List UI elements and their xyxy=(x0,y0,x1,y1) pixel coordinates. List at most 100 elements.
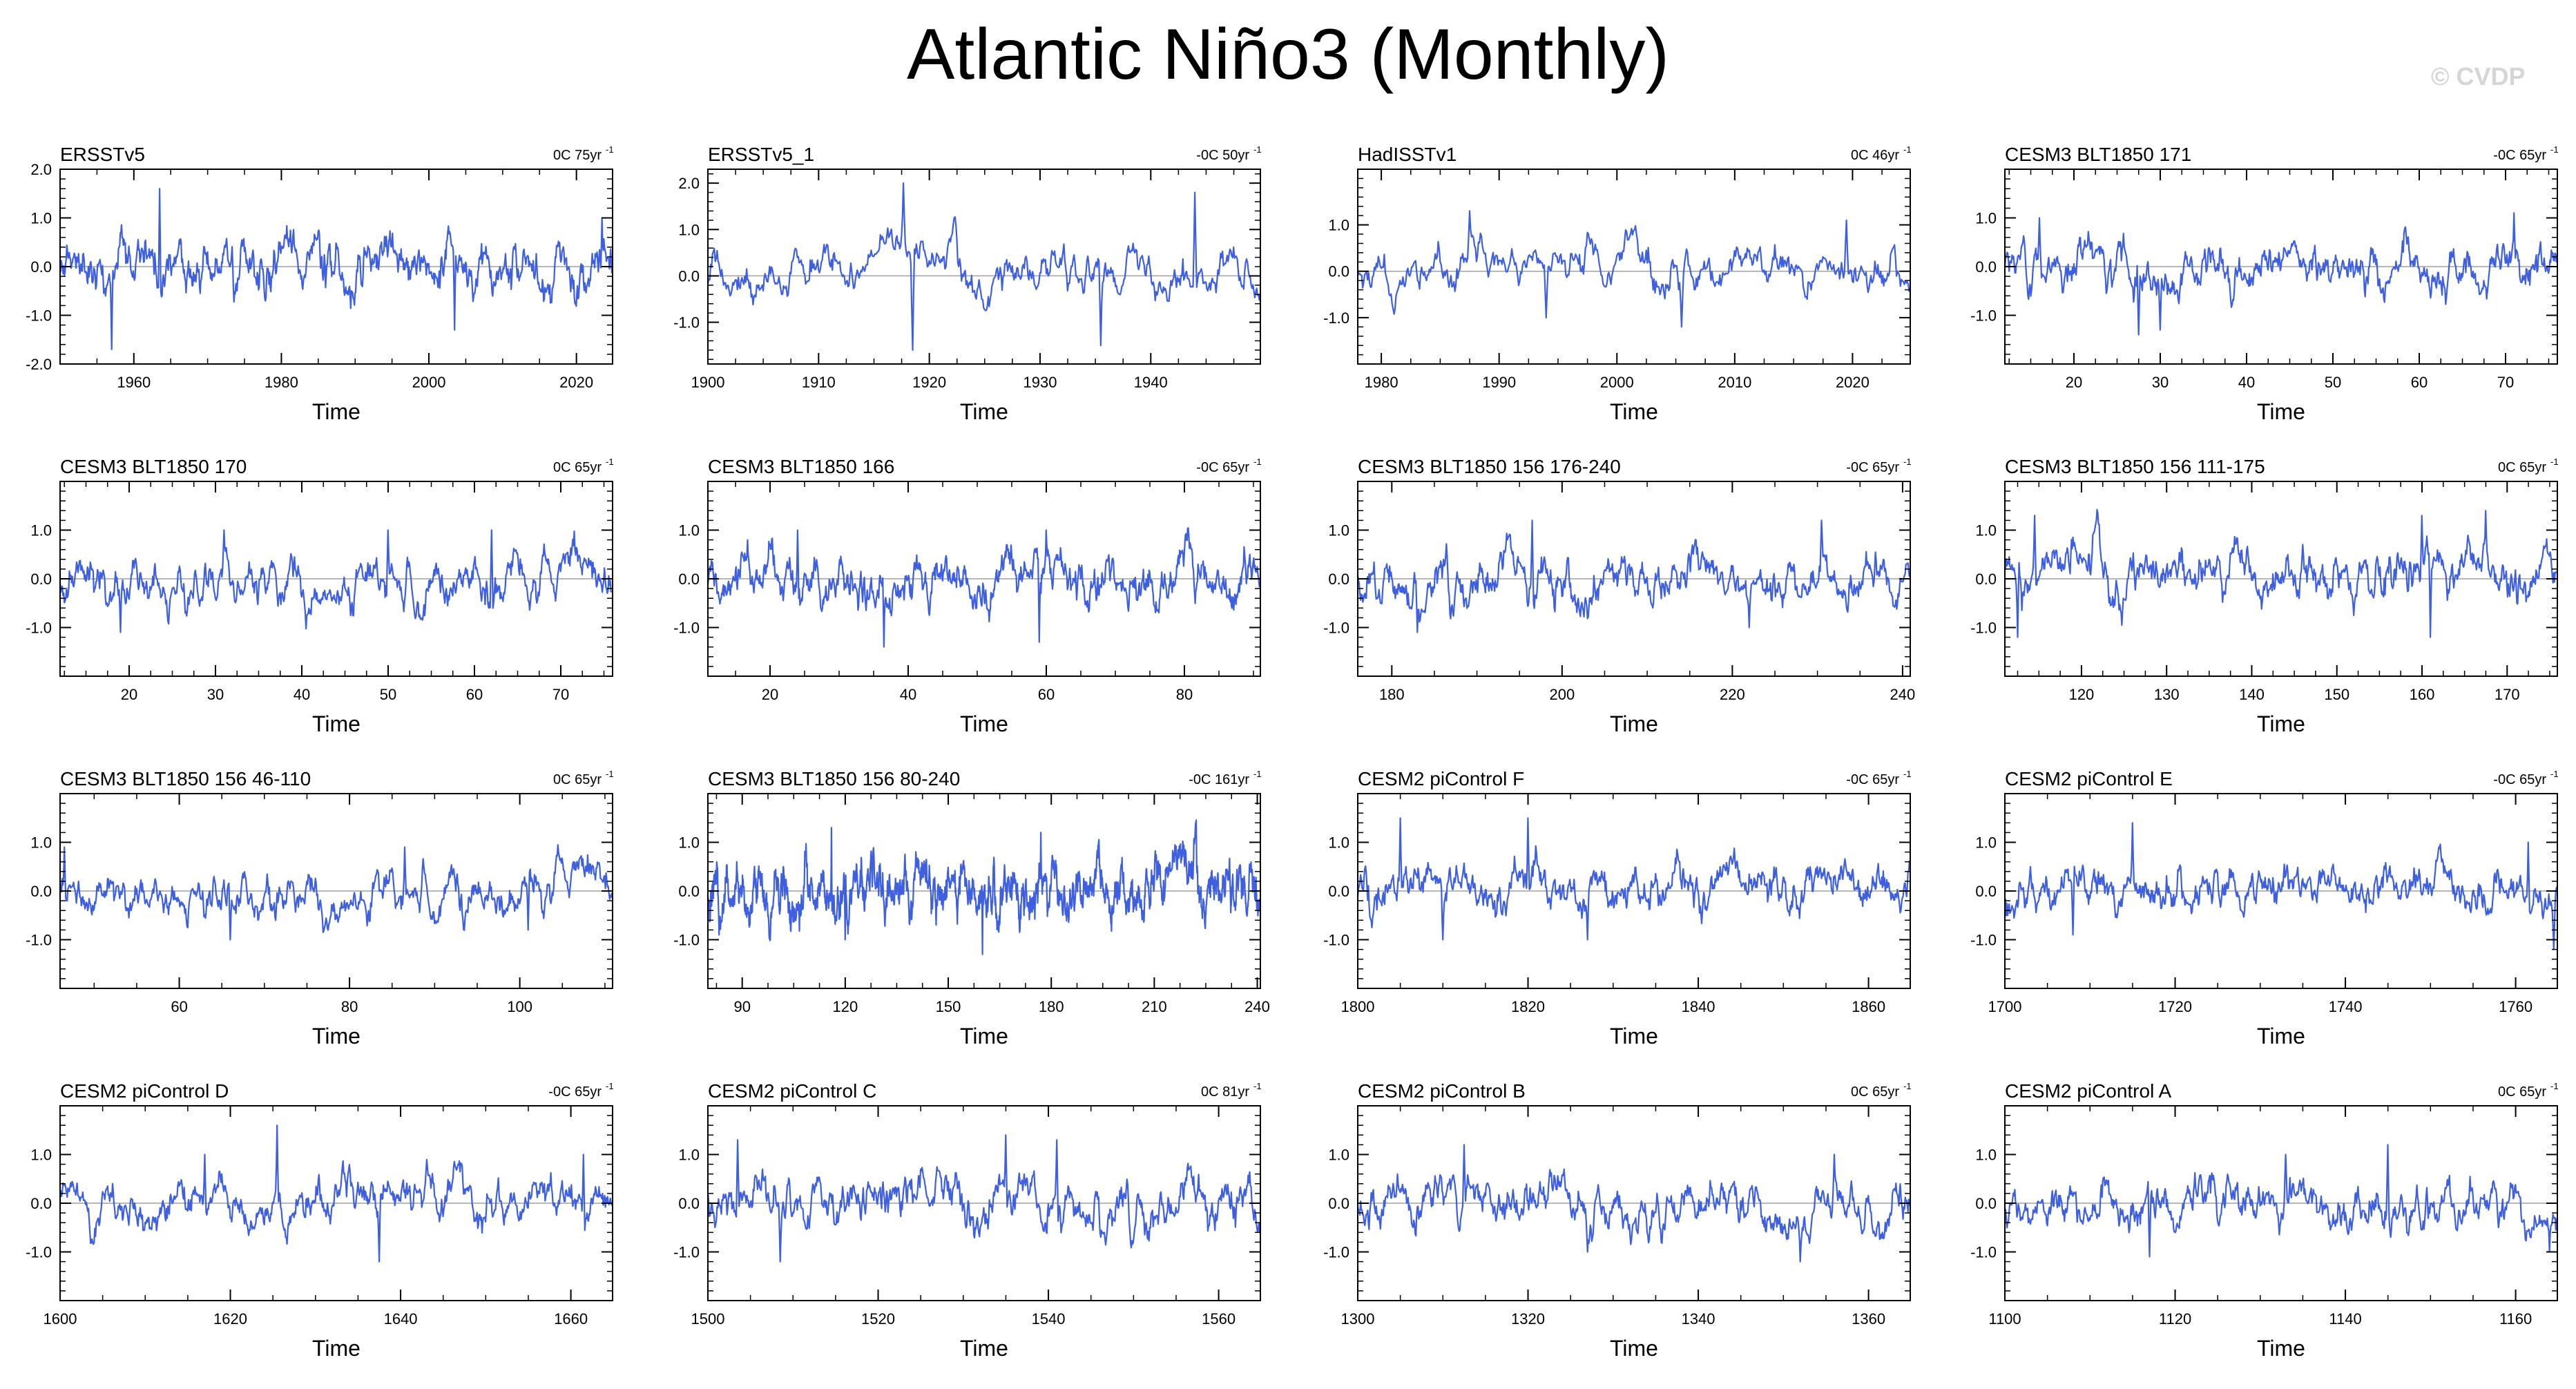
trend-exponent: -1 xyxy=(606,144,614,155)
x-tick-label: 240 xyxy=(1890,686,1916,703)
x-tick-label: 1960 xyxy=(117,374,151,391)
trend-label: 0C 65yr xyxy=(1851,1084,1899,1100)
chart-panel: CESM2 piControl B 0C 65yr -1 -1.0 0.0 1.0 1300… xyxy=(1323,1080,1911,1361)
y-tick-label: -1.0 xyxy=(26,932,52,949)
x-tick-label: 1660 xyxy=(554,1310,588,1328)
x-axis-label: Time xyxy=(312,711,361,736)
x-tick-label: 120 xyxy=(833,998,858,1015)
series-line xyxy=(59,188,613,350)
x-tick-label: 1940 xyxy=(1134,374,1168,391)
x-tick-label: 60 xyxy=(1038,686,1055,703)
x-tick-label: 20 xyxy=(762,686,778,703)
trend-exponent: -1 xyxy=(606,457,614,467)
panel-title: CESM3 BLT1850 166 xyxy=(708,456,894,477)
y-tick-label: 1.0 xyxy=(678,834,700,852)
x-tick-label: 170 xyxy=(2495,686,2520,703)
x-tick-label: 1980 xyxy=(1365,374,1398,391)
panel-title: CESM3 BLT1850 170 xyxy=(60,456,247,477)
trend-exponent: -1 xyxy=(606,769,614,779)
panel-title: CESM2 piControl E xyxy=(2005,768,2173,789)
panel-title: ERSSTv5 xyxy=(60,144,145,165)
x-axis-label: Time xyxy=(1610,711,1658,736)
x-tick-label: 80 xyxy=(341,998,358,1015)
x-tick-label: 1360 xyxy=(1852,1310,1885,1328)
y-tick-label: -1.0 xyxy=(1970,620,1997,637)
x-tick-label: 1340 xyxy=(1682,1310,1715,1328)
x-tick-label: 100 xyxy=(507,998,532,1015)
y-tick-label: -2.0 xyxy=(26,356,52,373)
y-tick-label: 0.0 xyxy=(678,267,700,285)
x-tick-label: 1900 xyxy=(691,374,725,391)
x-tick-label: 60 xyxy=(2411,374,2428,391)
series-line xyxy=(707,182,1261,351)
x-tick-label: 1100 xyxy=(1988,1310,2021,1328)
panel-title: CESM3 BLT1850 156 176-240 xyxy=(1358,456,1621,477)
series-line xyxy=(2004,822,2557,950)
page-title: Atlantic Niño3 (Monthly) xyxy=(907,15,1669,95)
x-axis-label: Time xyxy=(1610,1024,1658,1048)
panel-title: HadISSTv1 xyxy=(1358,144,1457,165)
x-tick-label: 1600 xyxy=(44,1310,77,1328)
y-tick-label: 0.0 xyxy=(1975,258,1997,276)
x-tick-label: 1560 xyxy=(1202,1310,1236,1328)
x-tick-label: 2000 xyxy=(1600,374,1634,391)
x-tick-label: 70 xyxy=(552,686,569,703)
y-tick-label: 1.0 xyxy=(30,210,52,227)
y-tick-label: -1.0 xyxy=(1970,1244,1997,1261)
y-tick-label: -1.0 xyxy=(1323,309,1349,327)
x-tick-label: 200 xyxy=(1549,686,1575,703)
x-tick-label: 160 xyxy=(2410,686,2435,703)
x-tick-label: 120 xyxy=(2069,686,2095,703)
x-tick-label: 40 xyxy=(900,686,916,703)
y-tick-label: 1.0 xyxy=(1328,217,1349,234)
x-tick-label: 1760 xyxy=(2499,998,2532,1015)
y-tick-label: 0.0 xyxy=(678,571,700,588)
trend-exponent: -1 xyxy=(2550,1081,2559,1091)
chart-panel: CESM3 BLT1850 156 46-110 0C 65yr -1 -1.0 0.0… xyxy=(26,768,613,1048)
panel-title: CESM3 BLT1850 156 80-240 xyxy=(708,768,960,789)
y-tick-label: 0.0 xyxy=(30,258,52,276)
trend-label: -0C 50yr xyxy=(1196,148,1249,163)
y-tick-label: 0.0 xyxy=(1328,883,1349,900)
trend-exponent: -1 xyxy=(1903,769,1912,779)
y-tick-label: 0.0 xyxy=(30,571,52,588)
panel-title: ERSSTv5_1 xyxy=(708,144,814,165)
chart-panel: CESM2 piControl E -0C 65yr -1 -1.0 0.0 1.0 170… xyxy=(1970,768,2558,1048)
x-tick-label: 1820 xyxy=(1511,998,1545,1015)
y-tick-label: 1.0 xyxy=(1975,522,1997,539)
watermark: © CVDP xyxy=(2431,62,2526,90)
chart-panel: ERSSTv5_1 -0C 50yr -1 -1.0 0.0 1.0 2.0 1900 1910… xyxy=(673,144,1261,424)
y-tick-label: 1.0 xyxy=(1975,1147,1997,1164)
x-tick-label: 40 xyxy=(294,686,310,703)
y-tick-label: -1.0 xyxy=(1970,932,1997,949)
x-tick-label: 1540 xyxy=(1032,1310,1066,1328)
chart-panel: ERSSTv5 0C 75yr -1 -2.0 -1.0 0.0 1.0 2.0 1960 198… xyxy=(26,144,613,424)
x-tick-label: 1120 xyxy=(2159,1310,2191,1328)
series-line xyxy=(1356,519,1910,633)
chart-panel: CESM3 BLT1850 156 111-175 0C 65yr -1 -1.0 0.… xyxy=(1970,456,2558,736)
chart-panel: CESM2 piControl D -0C 65yr -1 -1.0 0.0 1.0 160… xyxy=(26,1080,613,1361)
trend-label: -0C 65yr xyxy=(1846,772,1899,787)
y-tick-label: -1.0 xyxy=(26,620,52,637)
trend-exponent: -1 xyxy=(1253,1081,1262,1091)
x-axis-label: Time xyxy=(960,711,1008,736)
plot-frame xyxy=(1357,169,1911,365)
x-tick-label: 1620 xyxy=(213,1310,247,1328)
x-tick-label: 1160 xyxy=(2499,1310,2532,1328)
x-tick-label: 1300 xyxy=(1341,1310,1375,1328)
y-tick-label: 2.0 xyxy=(678,175,700,192)
chart-panel: HadISSTv1 0C 46yr -1 -1.0 0.0 1.0 1980 1990 2000… xyxy=(1323,144,1911,424)
x-tick-label: 150 xyxy=(2324,686,2349,703)
y-tick-label: 1.0 xyxy=(678,1147,700,1164)
x-tick-label: 2000 xyxy=(412,374,446,391)
y-tick-label: 0.0 xyxy=(30,883,52,900)
chart-panel: CESM3 BLT1850 156 80-240 -0C 161yr -1 -1.0 0… xyxy=(673,768,1270,1048)
series-line xyxy=(707,1134,1260,1263)
x-axis-label: Time xyxy=(312,1024,361,1048)
trend-label: 0C 65yr xyxy=(553,460,602,475)
trend-exponent: -1 xyxy=(1903,457,1912,467)
y-tick-label: 0.0 xyxy=(678,883,700,900)
x-tick-label: 1860 xyxy=(1852,998,1885,1015)
panel-title: CESM2 piControl A xyxy=(2005,1080,2172,1102)
